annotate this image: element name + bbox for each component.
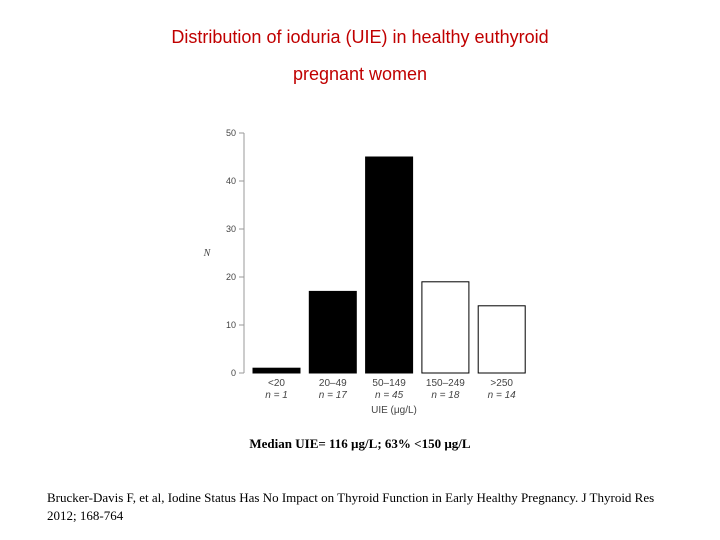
median-note: Median UIE= 116 µg/L; 63% <150 µg/L	[249, 436, 471, 451]
x-axis-title: UIE (μg/L)	[371, 405, 417, 416]
x-n-label-1: n = 17	[319, 390, 348, 401]
citation: Brucker-Davis F, et al, Iodine Status Ha…	[47, 490, 655, 523]
x-n-label-4: n = 14	[488, 390, 517, 401]
y-tick-label-50: 50	[226, 128, 236, 138]
y-tick-label-0: 0	[231, 368, 236, 378]
x-category-label-3: 150–249	[426, 378, 465, 389]
x-n-label-3: n = 18	[431, 390, 460, 401]
bar-1	[308, 290, 357, 374]
bar-4	[477, 305, 526, 374]
x-n-label-0: n = 1	[265, 390, 288, 401]
x-category-label-1: 20–49	[319, 378, 347, 389]
y-tick-label-30: 30	[226, 224, 236, 234]
x-category-label-2: 50–149	[372, 378, 406, 389]
y-axis-title: N	[203, 248, 212, 259]
x-category-label-0: <20	[268, 378, 285, 389]
x-category-label-4: >250	[490, 378, 513, 389]
y-tick-label-20: 20	[226, 272, 236, 282]
bar-0	[252, 367, 301, 374]
y-tick-label-10: 10	[226, 320, 236, 330]
x-n-label-2: n = 45	[375, 390, 404, 401]
bar-3	[421, 281, 470, 374]
chart-title-line-1: Distribution of ioduria (UIE) in healthy…	[171, 27, 549, 47]
bar-2	[365, 156, 414, 374]
chart-title-line-2: pregnant women	[292, 64, 428, 84]
y-tick-label-40: 40	[226, 176, 236, 186]
